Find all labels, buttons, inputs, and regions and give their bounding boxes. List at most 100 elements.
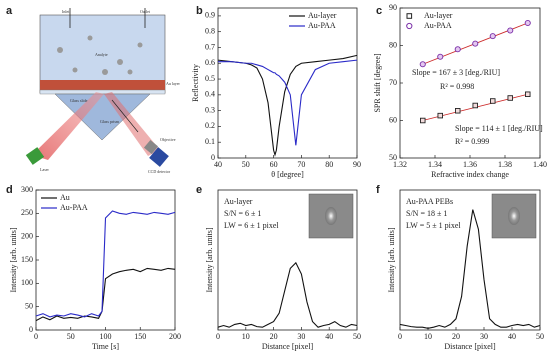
panel-label: b <box>196 5 203 17</box>
ccd <box>149 147 169 167</box>
y-axis-label: Intensity [arb. units] <box>387 227 396 292</box>
y-tick-label: 90 <box>389 3 397 12</box>
y-tick-label: 0.5 <box>205 74 215 83</box>
x-tick-label: 50 <box>353 332 361 341</box>
legend-label: Au-layer <box>424 11 453 20</box>
particles <box>57 35 143 75</box>
point <box>524 19 531 27</box>
y-tick-label: 0 <box>211 153 215 162</box>
x-tick-label: 10 <box>242 332 250 341</box>
y-tick-label: 200 <box>21 231 33 240</box>
label: Glass slide <box>70 98 88 103</box>
panel-label: d <box>6 184 13 196</box>
annotation: Au-layer <box>224 197 253 206</box>
y-tick-label: 0.9 <box>205 11 215 20</box>
point <box>454 46 461 53</box>
x-tick-label: 80 <box>325 160 333 169</box>
objective <box>143 139 159 155</box>
x-tick-label: 50 <box>536 332 544 341</box>
x-axis-label: Distance [pixel] <box>444 342 496 351</box>
y-axis-label: Reflectivity <box>191 64 200 102</box>
legend-label: Au-PAA <box>424 21 452 30</box>
inset-spot <box>325 207 337 225</box>
x-tick-label: 10 <box>424 332 432 341</box>
panel-label: c <box>376 5 382 17</box>
y-tick-label: 0.3 <box>205 105 215 114</box>
x-tick-label: 30 <box>480 332 488 341</box>
y-tick-label: 250 <box>21 208 33 217</box>
x-tick-label: 20 <box>270 332 278 341</box>
x-tick-label: 70 <box>297 160 305 169</box>
x-axis-label: θ [degree] <box>271 170 304 179</box>
line <box>217 261 358 328</box>
y-tick-label: 0.8 <box>205 27 215 36</box>
point <box>437 53 444 60</box>
plot-frame <box>217 7 358 159</box>
line <box>35 210 176 318</box>
x-tick-label: 60 <box>270 160 278 169</box>
x-tick-label: 150 <box>134 332 146 341</box>
y-tick-label: 0.4 <box>205 90 215 99</box>
legend-label: Au-PAA <box>60 203 88 212</box>
point <box>489 33 496 40</box>
label: Glass prism <box>100 119 120 124</box>
y-tick-label: 0.2 <box>205 121 215 130</box>
y-tick-label: 50 <box>389 153 397 162</box>
glass-slide <box>39 89 166 95</box>
y-axis-label: SPR shift [degree] <box>373 53 382 112</box>
line <box>217 54 358 157</box>
x-tick-label: 0 <box>34 332 38 341</box>
x-axis-label: Refractive index change <box>431 170 509 179</box>
inset-spot <box>508 207 520 225</box>
point <box>472 102 479 109</box>
point <box>507 27 514 34</box>
annotation: R² = 0.999 <box>455 137 489 146</box>
x-tick-label: 0 <box>398 332 402 341</box>
label: Laser <box>40 167 50 172</box>
annotation: S/N = 18 ± 1 <box>406 209 447 218</box>
au-layer <box>40 80 165 90</box>
annotation: Slope = 114 ± 1 [deg./RIU] <box>455 124 543 133</box>
annotation: Au-PAA PEBs <box>406 197 453 206</box>
annotation: LW = 6 ± 1 pixel <box>224 221 279 230</box>
x-tick-label: 40 <box>325 332 333 341</box>
x-axis-label: Distance [pixel] <box>262 342 314 351</box>
panel-label: e <box>196 184 202 196</box>
x-tick-label: 50 <box>67 332 75 341</box>
y-tick-label: 70 <box>389 78 397 87</box>
point <box>437 112 444 119</box>
plot-frame <box>217 189 358 331</box>
diagram: a Inlet Outlet Analyte Au layer Glass sl… <box>6 5 181 174</box>
y-tick-label: 300 <box>21 185 33 194</box>
y-tick-label: 100 <box>21 278 33 287</box>
annotation: R² = 0.998 <box>440 82 474 91</box>
x-tick-label: 30 <box>297 332 305 341</box>
x-tick-label: 1.32 <box>393 160 407 169</box>
legend-label: Au <box>60 193 70 202</box>
x-axis-label: Time [s] <box>92 342 119 351</box>
label: Objective <box>160 137 176 142</box>
line <box>35 267 176 322</box>
x-tick-label: 1.36 <box>463 160 477 169</box>
y-tick-label: 0.1 <box>205 137 215 146</box>
y-tick-label: 50 <box>25 301 33 310</box>
laser <box>25 147 45 165</box>
reflected-beam <box>104 92 160 156</box>
point <box>490 98 496 104</box>
point <box>455 107 461 114</box>
point <box>419 61 426 68</box>
y-tick-label: 0.7 <box>205 42 215 51</box>
label: Outlet <box>140 9 151 14</box>
y-axis-label: Intensity [arb. units] <box>9 227 18 292</box>
x-tick-label: 1.34 <box>428 160 442 169</box>
arrow <box>111 99 139 133</box>
panel-label: f <box>376 184 380 196</box>
label: Analyte <box>95 52 108 57</box>
x-tick-label: 0 <box>216 332 220 341</box>
plot-frame <box>399 189 541 331</box>
annotation: LW = 5 ± 1 pixel <box>406 221 461 230</box>
panel-label: a <box>6 5 13 17</box>
x-tick-label: 90 <box>353 160 361 169</box>
